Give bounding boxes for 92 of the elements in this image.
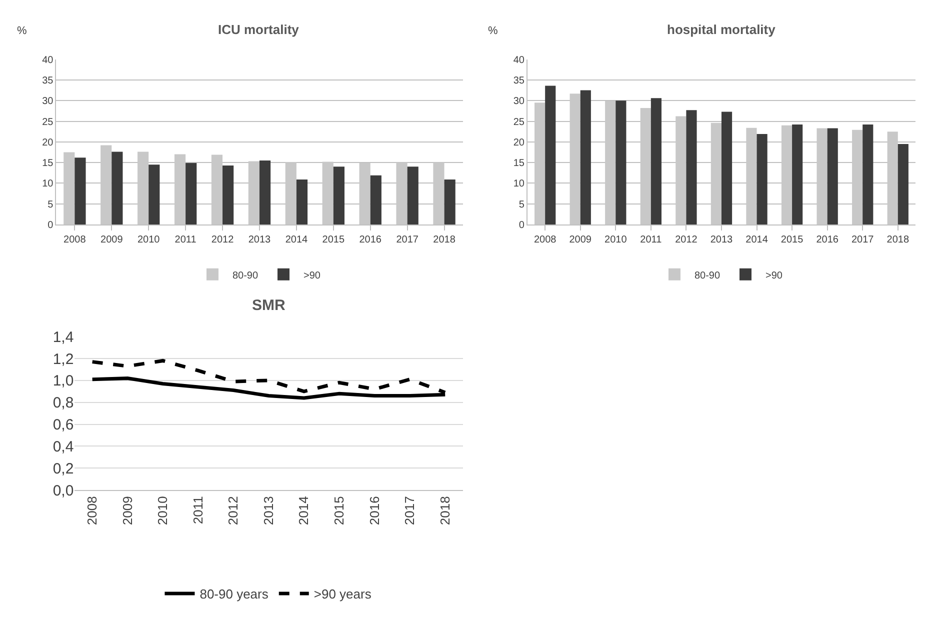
y-tick-label: 40 <box>513 54 525 66</box>
y-tick-label: 10 <box>513 178 525 190</box>
y-tick-label: 25 <box>42 116 54 128</box>
y-tick-label: 40 <box>42 54 54 66</box>
bar <box>112 152 123 224</box>
y-tick-label: 1,2 <box>52 350 74 368</box>
y-tick-label: 30 <box>513 96 525 108</box>
y-tick-label: 5 <box>48 199 54 210</box>
x-tick-label: 2013 <box>248 234 272 246</box>
x-tick-label: 2009 <box>100 234 124 246</box>
x-tick-label: 2011 <box>174 234 197 246</box>
y-tick-label: 20 <box>42 137 54 148</box>
bar <box>862 124 874 224</box>
x-tick-label: 2011 <box>640 234 662 246</box>
bar <box>545 86 556 224</box>
x-tick-label: 2012 <box>211 234 234 246</box>
x-tick-label: 2010 <box>155 496 170 526</box>
legend-label: 80-90 years <box>200 586 269 602</box>
x-tick-label: 2018 <box>437 496 452 526</box>
x-tick-label: 2018 <box>433 234 456 246</box>
y-tick-label: 0,2 <box>52 460 74 478</box>
y-tick-label: 5 <box>518 199 525 210</box>
y-tick-label: 1,4 <box>52 328 74 346</box>
y-tick-label: 0,4 <box>52 438 74 456</box>
y-tick-label: 1,0 <box>52 372 74 390</box>
bar <box>616 100 626 224</box>
bar <box>296 179 308 224</box>
y-tick-label: 35 <box>42 75 54 86</box>
x-tick-label: 2008 <box>84 496 100 526</box>
x-tick-label: 2010 <box>604 234 628 246</box>
bar <box>148 164 160 224</box>
x-tick-label: 2008 <box>64 234 86 246</box>
x-tick-label: 2015 <box>332 496 347 526</box>
legend-label: 80-90 <box>232 270 258 282</box>
bar <box>222 165 234 224</box>
chart-title: hospital mortality <box>667 22 776 37</box>
bar <box>74 158 86 224</box>
x-tick-label: 2016 <box>366 496 382 526</box>
bar <box>444 179 456 224</box>
x-tick-label: 2015 <box>780 234 804 246</box>
y-tick-label: 0,6 <box>52 416 74 434</box>
y-tick-label: 0,8 <box>52 394 74 412</box>
x-tick-label: 2013 <box>710 234 734 246</box>
y-tick-label: 0 <box>48 220 54 231</box>
y-tick-label: 15 <box>513 158 525 170</box>
chart-title: SMR <box>252 297 286 314</box>
y-tick-label: 0,0 <box>52 482 74 500</box>
bar <box>259 160 271 224</box>
bar <box>756 134 768 224</box>
legend-label: 80-90 <box>694 270 720 282</box>
y-tick-label: 10 <box>42 178 54 190</box>
y-tick-label: 35 <box>513 75 525 86</box>
x-tick-label: 2010 <box>137 234 160 246</box>
x-tick-label: 2016 <box>359 234 382 246</box>
x-tick-label: 2017 <box>851 234 874 246</box>
legend-label: >90 <box>765 270 783 282</box>
bar <box>650 98 662 224</box>
legend-label: >90 years <box>314 586 372 602</box>
bar <box>827 128 838 224</box>
x-tick-label: 2011 <box>190 496 206 524</box>
x-tick-label: 2009 <box>120 496 135 526</box>
x-tick-label: 2013 <box>260 496 276 526</box>
bar <box>370 175 382 224</box>
x-tick-label: 2017 <box>402 496 418 526</box>
bar <box>686 110 697 224</box>
x-tick-label: 2008 <box>534 234 557 246</box>
x-tick-label: 2015 <box>322 234 345 246</box>
bar <box>580 90 591 224</box>
y-tick-label: 25 <box>513 116 525 128</box>
y-axis-title: % <box>488 25 498 37</box>
bar <box>333 166 344 224</box>
x-tick-label: 2012 <box>226 496 241 526</box>
legend-label: >90 <box>303 270 321 282</box>
x-tick-label: 2014 <box>285 234 308 246</box>
y-axis-title: % <box>17 25 27 37</box>
bar <box>186 162 197 224</box>
x-tick-label: 2014 <box>746 234 768 246</box>
y-tick-label: 30 <box>42 96 54 108</box>
x-tick-label: 2012 <box>675 234 698 246</box>
x-tick-label: 2017 <box>396 234 419 246</box>
x-tick-label: 2018 <box>886 234 910 246</box>
bar <box>898 144 908 224</box>
y-tick-label: 15 <box>42 158 54 170</box>
chart-title: ICU mortality <box>218 22 300 37</box>
y-tick-label: 20 <box>513 137 525 148</box>
bar <box>721 112 732 224</box>
x-tick-label: 2014 <box>296 496 312 526</box>
x-tick-label: 2016 <box>816 234 839 246</box>
y-tick-label: 0 <box>518 220 525 231</box>
x-tick-label: 2009 <box>569 234 592 246</box>
bar <box>792 124 803 224</box>
bar <box>407 166 418 224</box>
